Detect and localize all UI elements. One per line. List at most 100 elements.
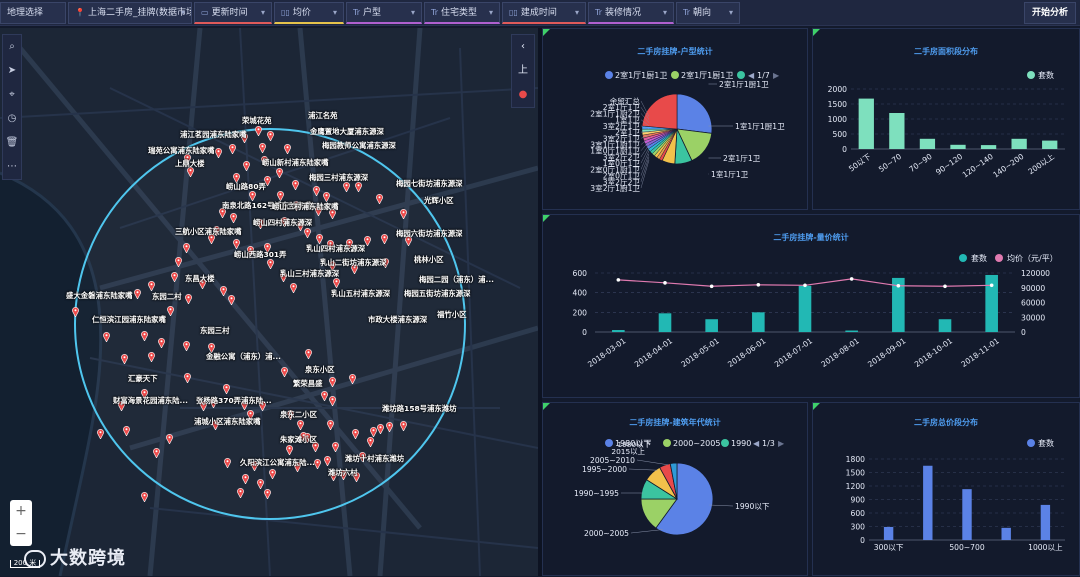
map-pin-icon[interactable] <box>324 451 331 461</box>
start-analysis-button[interactable]: 开始分析 <box>1024 2 1076 24</box>
map-pin-icon[interactable] <box>121 349 128 359</box>
bar[interactable] <box>962 489 971 540</box>
map-pin-icon[interactable] <box>167 301 174 311</box>
search-icon[interactable]: ⌕ <box>3 35 21 59</box>
bar[interactable] <box>1041 505 1050 540</box>
zoom-in-button[interactable]: + <box>10 500 32 523</box>
map-pin-icon[interactable] <box>72 302 79 312</box>
map-pin-icon[interactable] <box>381 229 388 239</box>
map-pin-icon[interactable] <box>103 327 110 337</box>
map-pin-icon[interactable] <box>220 281 227 291</box>
bar[interactable] <box>1042 141 1057 149</box>
map-pin-icon[interactable] <box>223 379 230 389</box>
map-pin-icon[interactable] <box>183 336 190 346</box>
bar[interactable] <box>950 145 965 149</box>
map-pin-icon[interactable] <box>215 143 222 153</box>
toolbar-item-3[interactable]: ▯▯均价▾ <box>274 2 344 24</box>
legend-next-icon[interactable]: ▶ <box>773 71 780 80</box>
line-point[interactable] <box>803 283 807 287</box>
legend-label[interactable]: 套数 <box>971 253 987 263</box>
map-pin-icon[interactable] <box>141 487 148 497</box>
map-pin-icon[interactable] <box>134 284 141 294</box>
map-pin-icon[interactable] <box>364 231 371 241</box>
map-pin-icon[interactable] <box>224 453 231 463</box>
map-pin-icon[interactable] <box>158 333 165 343</box>
map-pin-icon[interactable] <box>243 156 250 166</box>
map-pin-icon[interactable] <box>377 419 384 429</box>
map-pin-icon[interactable] <box>367 432 374 442</box>
bar[interactable] <box>612 330 625 332</box>
legend-label[interactable]: 均价（元/平） <box>1007 253 1058 263</box>
line-point[interactable] <box>757 283 761 287</box>
map-pin-icon[interactable] <box>228 290 235 300</box>
map-pin-icon[interactable] <box>171 267 178 277</box>
bar[interactable] <box>1001 528 1010 540</box>
line-point[interactable] <box>897 284 901 288</box>
legend-prev-icon[interactable]: ◀ <box>748 71 755 80</box>
map-pin-icon[interactable] <box>352 424 359 434</box>
bar[interactable] <box>884 527 893 540</box>
map-pin-icon[interactable] <box>185 289 192 299</box>
more-icon[interactable]: ⋯ <box>3 155 21 179</box>
bar[interactable] <box>752 312 765 332</box>
legend-label[interactable]: 1990 <box>731 439 751 448</box>
map-pin-icon[interactable] <box>175 252 182 262</box>
map-pin-icon[interactable] <box>148 276 155 286</box>
map-pin-icon[interactable] <box>184 368 191 378</box>
map-pin-icon[interactable] <box>257 474 264 484</box>
map-pin-icon[interactable] <box>141 384 148 394</box>
trash-icon[interactable]: 🗑 <box>3 131 21 155</box>
map-pin-icon[interactable] <box>237 483 244 493</box>
map-pin-icon[interactable] <box>386 417 393 427</box>
map-pin-icon[interactable] <box>264 484 271 494</box>
bar[interactable] <box>845 331 858 332</box>
map-pin-icon[interactable] <box>284 139 291 149</box>
map-pin-icon[interactable] <box>148 347 155 357</box>
map-pin-icon[interactable] <box>400 204 407 214</box>
bar[interactable] <box>859 99 874 149</box>
map-pin-icon[interactable] <box>264 171 271 181</box>
zoom-out-button[interactable]: − <box>10 523 32 546</box>
bar[interactable] <box>1012 139 1027 149</box>
bar[interactable] <box>939 319 952 332</box>
pie-slice[interactable] <box>677 94 712 133</box>
bar[interactable] <box>981 145 996 149</box>
legend-label[interactable]: 套数 <box>1038 70 1054 80</box>
layer-up-button[interactable]: 上 <box>512 59 534 83</box>
toolbar-item-6[interactable]: ▯▯建成时间▾ <box>502 2 586 24</box>
map-pin-icon[interactable] <box>314 454 321 464</box>
lasso-icon[interactable]: ⌖ <box>3 83 21 107</box>
map-pin-icon[interactable] <box>400 416 407 426</box>
map-pin-icon[interactable] <box>332 437 339 447</box>
location-pin-icon[interactable]: ● <box>512 83 534 107</box>
toolbar-item-0[interactable]: 地理选择 <box>0 2 66 24</box>
map-pin-icon[interactable] <box>370 422 377 432</box>
map-pin-icon[interactable] <box>290 278 297 288</box>
map-pin-icon[interactable] <box>329 391 336 401</box>
legend-label[interactable]: 2000~2005 <box>673 439 720 448</box>
toolbar-item-1[interactable]: 📍上海二手房_挂牌(数据市场)▾ <box>68 2 192 24</box>
legend-prev-icon[interactable]: ◀ <box>753 439 760 448</box>
line-point[interactable] <box>663 281 667 285</box>
pie-slice[interactable] <box>642 94 677 129</box>
map-pin-icon[interactable] <box>166 429 173 439</box>
line-point[interactable] <box>990 283 994 287</box>
legend-label[interactable]: 2室1厅1厨1卫 <box>681 70 733 80</box>
map-pin-icon[interactable] <box>141 326 148 336</box>
map-view[interactable]: 荣城花苑浦江名苑浦江茗园浦东陆家嘴金鹰置地大厦浦东源深梅园教师公寓浦东源深瑞苑公… <box>0 28 538 576</box>
line-point[interactable] <box>943 284 947 288</box>
legend-next-icon[interactable]: ▶ <box>778 439 785 448</box>
line-point[interactable] <box>617 278 621 282</box>
map-pin-icon[interactable] <box>208 338 215 348</box>
map-pin-icon[interactable] <box>259 138 266 148</box>
map-pin-icon[interactable] <box>277 186 284 196</box>
map-pin-icon[interactable] <box>247 405 254 415</box>
line-point[interactable] <box>710 284 714 288</box>
map-pin-icon[interactable] <box>305 344 312 354</box>
map-pin-icon[interactable] <box>292 175 299 185</box>
map-pin-icon[interactable] <box>97 424 104 434</box>
map-pin-icon[interactable] <box>323 187 330 197</box>
